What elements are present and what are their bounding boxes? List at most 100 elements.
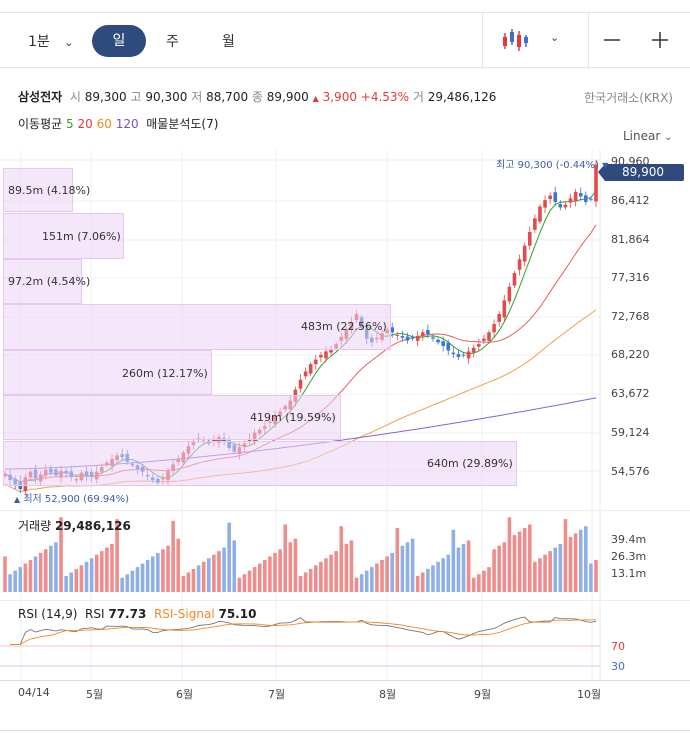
volume-profile-label: 89.5m (4.18%) [8, 184, 91, 197]
volume-bar [466, 540, 471, 592]
volume-bar [471, 577, 476, 592]
volume-bar [538, 558, 542, 592]
volume-bar [589, 563, 593, 592]
candle [441, 336, 445, 352]
candle [543, 195, 547, 214]
interval-label: 1분 [28, 34, 50, 50]
ma-60[interactable]: 60 [96, 117, 112, 131]
down-arrow-icon: ▼ [602, 161, 609, 170]
volume-bar [23, 563, 28, 592]
candle [303, 367, 308, 380]
volume-bar [130, 570, 135, 592]
current-price-value: 89,900 [622, 165, 664, 179]
volume-bar [166, 545, 170, 592]
volume-bar [38, 552, 43, 592]
volume-bar [410, 538, 415, 592]
ma-5[interactable]: 5 [66, 117, 74, 131]
volume-bar [313, 565, 318, 592]
volume-bar [105, 547, 109, 592]
candle [477, 338, 481, 351]
candle [538, 204, 542, 224]
chart-type-button[interactable]: ⌄ [500, 27, 570, 55]
volume-bar [400, 545, 405, 592]
volume-profile-label: 97.2m (4.54%) [8, 275, 91, 288]
current-price-tag: 89,900 [604, 164, 684, 181]
close-value: 89,900 [266, 90, 309, 104]
volume-bar [237, 577, 242, 592]
volume-bar [390, 552, 395, 592]
scale-dropdown[interactable]: Linear ⌄ [623, 129, 673, 143]
tab-week[interactable]: 주 [166, 34, 179, 50]
volume-bar [461, 544, 466, 592]
volume-bar [242, 574, 247, 592]
low-label: 저 [191, 90, 203, 104]
volume-bar [364, 570, 369, 592]
volume-bar [517, 531, 522, 592]
zoom-in-button[interactable] [650, 27, 670, 53]
volume-bar [385, 556, 389, 592]
ma-20[interactable]: 20 [77, 117, 93, 131]
volume-profile-label: 640m (29.89%) [427, 457, 513, 470]
candle [563, 202, 568, 210]
volume-profile-bar [3, 441, 517, 486]
volume-bar [375, 563, 379, 592]
month-label: 8월 [379, 688, 397, 701]
candle [456, 350, 461, 360]
volume-bar [257, 563, 262, 592]
candle [466, 346, 471, 364]
volume-bar [283, 524, 288, 592]
volume-bar [543, 554, 547, 592]
candle [395, 331, 400, 341]
volume-profile-label: 151m (7.06%) [42, 230, 121, 243]
rsi-signal-line [10, 619, 597, 645]
volume-bar [507, 517, 512, 592]
volume-bar [487, 567, 491, 592]
exchange-name: 한국거래소(KRX) [584, 91, 673, 105]
volume-bar [548, 551, 552, 592]
tab-day[interactable]: 일 [92, 25, 146, 57]
volume-bar [110, 544, 114, 592]
volume-bar [533, 561, 537, 592]
volume-bar [329, 554, 333, 592]
volume-bar [156, 552, 160, 592]
interval-dropdown[interactable]: 1분 ⌄ [28, 31, 73, 51]
volume-bar [420, 572, 425, 592]
candle [410, 334, 415, 341]
volume-profile-label[interactable]: 매물분석도(7) [146, 117, 219, 131]
rsi-name: RSI [85, 607, 105, 621]
zoom-out-button[interactable] [602, 27, 622, 53]
candle [584, 191, 588, 206]
volume-bar [512, 535, 517, 592]
volume-bar [252, 567, 257, 592]
volume-bar [28, 560, 33, 592]
max-price-label: 최고 90,300 (-0.44%) ▼ [496, 156, 608, 171]
volume-bar [436, 561, 440, 592]
ma-120[interactable]: 120 [115, 117, 139, 131]
volume-bar [186, 572, 191, 592]
indicator-line: 이동평균 5 20 60 120 매물분석도(7) [18, 115, 218, 132]
tab-month[interactable]: 월 [222, 34, 235, 50]
volume-bar [212, 554, 216, 592]
month-label: 04/14 [18, 686, 50, 699]
volume-bar [171, 520, 175, 592]
volume-bar [431, 565, 435, 592]
month-label: 5월 [86, 688, 104, 701]
volume-bar [278, 549, 282, 592]
candle [553, 186, 558, 206]
volume-bar [477, 574, 481, 592]
volume-bar [441, 558, 445, 592]
candle [548, 192, 552, 204]
volume-bar [578, 529, 583, 592]
plus-icon [652, 32, 668, 48]
volume-chart[interactable] [0, 510, 690, 600]
volume-bar [482, 570, 486, 592]
quote-line: 삼성전자 시 89,300 고 90,300 저 88,700 종 89,900… [18, 88, 496, 105]
volume-bar [527, 524, 532, 592]
volume-profile-bar [3, 259, 82, 304]
candle [298, 374, 303, 393]
volume-bar [54, 542, 58, 592]
rsi-chart[interactable] [0, 600, 690, 680]
volume-bar [140, 563, 145, 592]
volume-bar [594, 560, 598, 592]
open-label: 시 [69, 90, 81, 104]
